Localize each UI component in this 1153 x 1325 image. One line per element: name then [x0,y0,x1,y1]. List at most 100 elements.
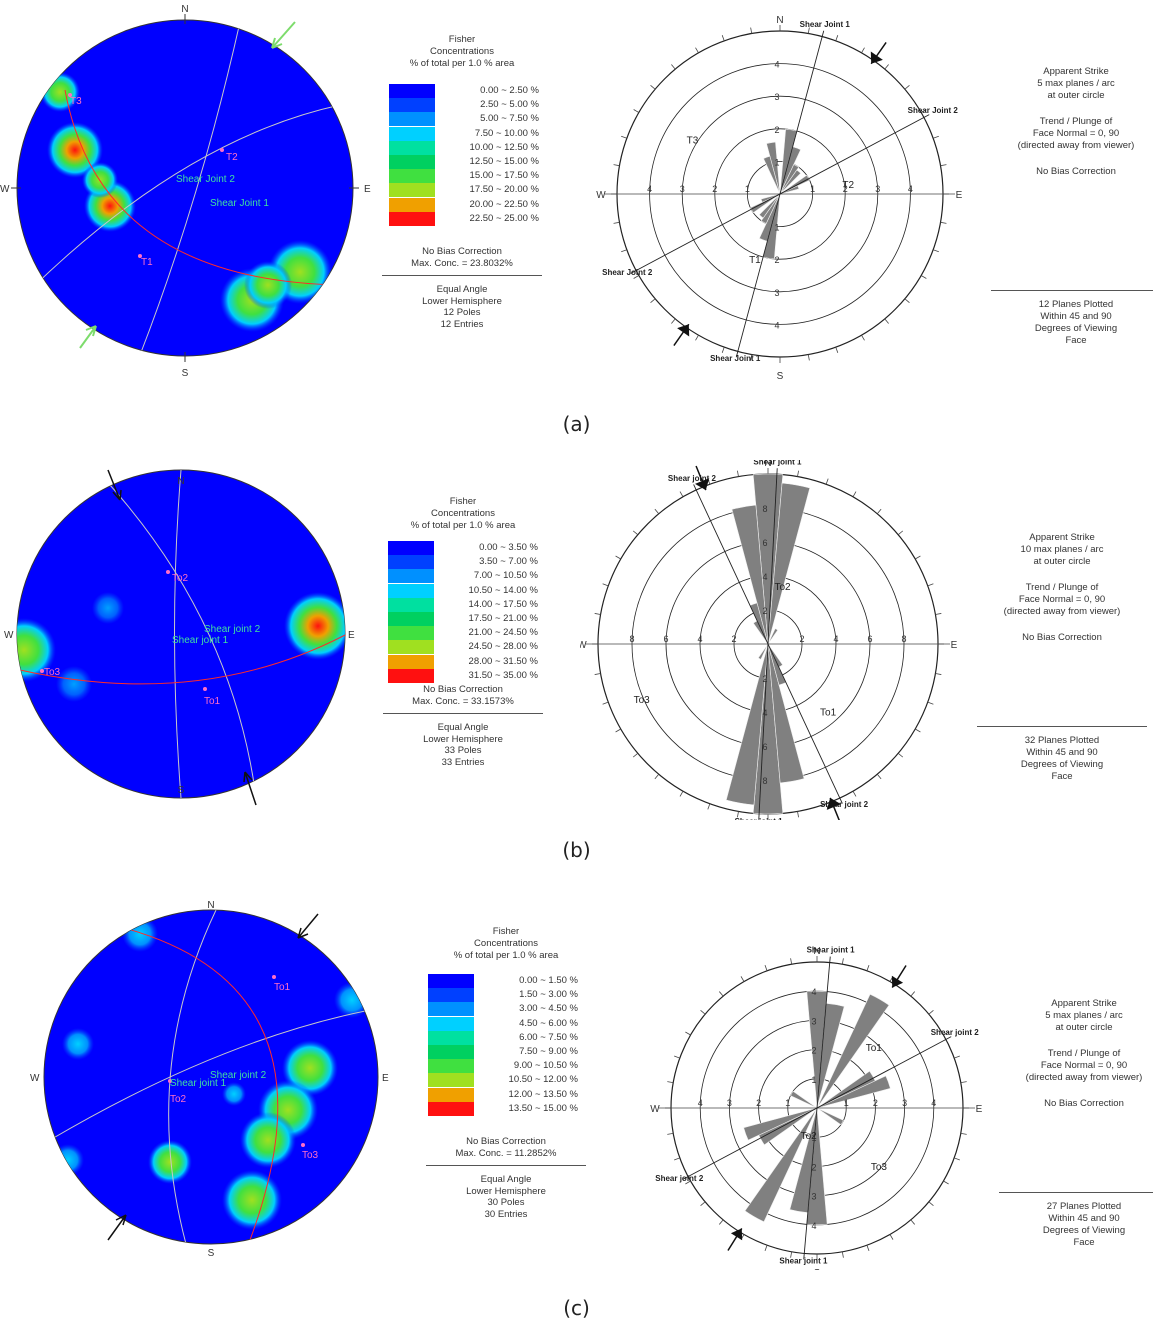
rose-tick [915,728,921,733]
rose-tick [695,47,699,54]
rose-tick [835,347,839,353]
panel-b: N E S W To2 To3 To1 Shear joint 2 Shear … [0,460,1153,880]
rose-tick [825,478,829,485]
rose-tick [633,109,640,113]
great-circle [19,104,341,301]
plane-label-sj2: Shear joint 2 [210,1070,267,1081]
rose-petal [767,628,779,645]
rose-joint-label: Shear joint 2 [655,1174,704,1183]
rose-compass-e: E [956,190,963,201]
stress-arrow-icon [271,21,296,49]
legend-range-label: 3.00 ~ 4.50 % [519,1003,578,1015]
rose-tick [750,27,753,34]
rose-tick [650,298,656,303]
rose-tick [654,508,660,515]
rose-tick [807,354,810,361]
legend-swatch [389,112,435,127]
rose-tick [935,613,942,615]
legend-range-label: 17.50 ~ 20.00 % [469,184,539,196]
rose-tick [671,318,676,324]
arrow-head-icon [695,478,710,491]
rose-tick [876,773,882,780]
compass-e: E [382,1073,389,1084]
rose-tick [928,1201,934,1207]
rose-tick [594,673,601,675]
legend-footer-b: No Bias Correction Max. Conc. = 33.1573%… [363,684,563,768]
rose-ring-label: 6 [867,634,872,644]
rose-petal [763,155,781,195]
great-circle [49,1009,371,1141]
legend-swatch [428,1087,474,1102]
pole-marker [68,93,72,97]
rose-ring-label: 4 [762,708,767,718]
rose-tick [615,555,621,560]
rose-tick [594,613,601,615]
legend-title-c: Fisher Concentrations % of total per 1.0… [453,926,559,961]
density-spot [92,592,124,624]
rose-petal [744,1107,818,1223]
compass-w: W [30,1073,40,1084]
compass-s: S [178,785,185,796]
rose-joint-label: Shear joint 2 [820,800,869,809]
rose-ring-label: 2 [762,606,767,616]
rose-tick [852,791,857,797]
rose-ring-label: 4 [762,572,767,582]
legend-swatch [388,626,434,641]
rose-joint-label: Shear joint 1 [779,1256,828,1265]
rose-tick [667,1132,674,1135]
rose-petal [816,993,890,1109]
great-circle [174,470,182,798]
rose-tick [889,1234,894,1240]
rose-tick [910,1219,916,1225]
rose-tick [674,1157,680,1161]
rose-tick [933,135,939,139]
rose-ring-label: 3 [727,1098,732,1108]
stress-arrow-icon [79,325,97,349]
rose-joint-label: Shear Joint 2 [602,268,653,277]
legend-swatch [388,654,434,669]
rose-compass-w: W [650,1104,660,1115]
legend-swatch [389,140,435,155]
arrow-head-icon [730,1228,743,1241]
legend-range-label: 28.00 ~ 31.50 % [468,655,538,667]
stereonet-c: N E S W To1 To2 To3 Shear joint 2 Shear … [30,900,389,1259]
rose-ring-label: 6 [762,538,767,548]
great-circle [109,484,256,791]
rose-ring-label: 2 [756,1098,761,1108]
stereonet-b: N E S W To2 To3 To1 Shear joint 2 Shear … [4,469,355,806]
rose-tick [904,298,910,303]
great-circle [168,910,217,1244]
pole-marker [220,148,224,152]
small-circle [19,634,345,685]
pole-marker [272,975,276,979]
rose-compass-e: E [951,640,958,651]
pole-label-t1: T1 [141,257,153,268]
legend-swatch [389,183,435,198]
rose-ring-label: 2 [712,184,717,194]
rose-tick [700,1009,706,1015]
legend-swatch [428,974,474,988]
rose-ring-label: 4 [647,184,652,194]
density-spot [244,261,292,309]
plane-label-sj1: Shear Joint 1 [210,198,269,209]
rose-ring-label: 2 [811,1046,816,1056]
legend-swatch [388,583,434,598]
rose-tick [633,275,640,279]
rose-compass-w: W [596,190,606,201]
pole-marker [301,1143,305,1147]
rose-tick [764,1245,768,1251]
rose-set-label: To2 [801,1131,818,1142]
legend-range-label: 7.50 ~ 10.00 % [474,127,539,139]
pole-label-to1: To1 [274,982,291,993]
rose-tick [866,965,870,971]
rose-ring-label: 2 [811,1162,816,1172]
plane-label-sj1: Shear joint 1 [170,1078,227,1089]
rose-set-label: To3 [634,695,651,706]
rose-ring-label: 4 [774,320,779,330]
info-b: Apparent Strike 10 max planes / arc at o… [1003,532,1121,643]
legend-range-label: 9.00 ~ 10.50 % [513,1060,578,1072]
rose-tick [632,752,639,758]
compass-w: W [4,630,14,641]
rose-tick [667,1081,674,1084]
density-spot [17,618,56,682]
